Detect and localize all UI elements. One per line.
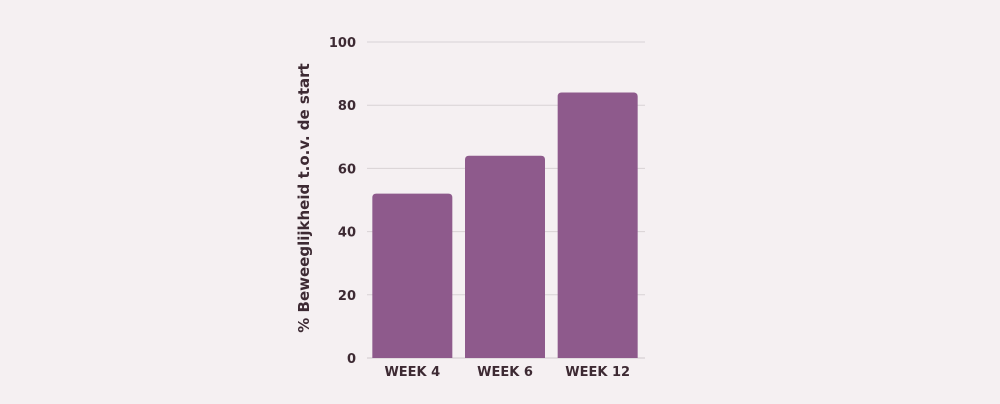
bar: [372, 193, 453, 358]
x-tick-label: WEEK 6: [477, 365, 533, 380]
bar-layer: [372, 92, 638, 358]
x-axis-ticks: WEEK 4 WEEK 6 WEEK 12: [384, 365, 630, 380]
y-tick-label: 40: [338, 226, 356, 241]
x-tick-label: WEEK 4: [384, 365, 440, 380]
bar: [557, 92, 638, 358]
bar: [465, 155, 545, 358]
y-tick-label: 0: [347, 352, 356, 367]
y-axis-label: % Beweeglijkheid t.o.v. de start: [295, 63, 313, 332]
y-tick-label: 100: [329, 36, 356, 51]
y-tick-label: 80: [338, 99, 356, 114]
y-tick-label: 60: [338, 162, 356, 177]
y-tick-label: 20: [338, 289, 356, 304]
x-tick-label: WEEK 12: [565, 365, 630, 380]
y-axis-ticks: 0 20 40 60 80 100: [329, 36, 356, 367]
